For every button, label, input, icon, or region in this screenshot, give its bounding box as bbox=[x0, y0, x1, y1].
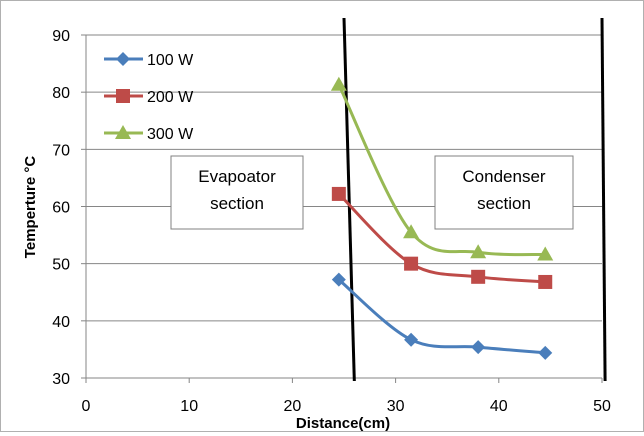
data-point-1-1 bbox=[331, 272, 346, 287]
evaporator-annotation: Evapoator section bbox=[170, 155, 304, 230]
x-tick-label-20: 20 bbox=[284, 398, 302, 415]
legend-marker-3 bbox=[115, 125, 131, 139]
y-axis-label: Temperture °C bbox=[22, 156, 39, 259]
legend-marker-2 bbox=[116, 89, 130, 103]
legend: 100 W 200 W 300 W bbox=[104, 52, 194, 143]
series-line-3 bbox=[337, 84, 546, 257]
evaporator-box bbox=[170, 155, 304, 230]
evaporator-label-line1: Evapoator bbox=[198, 167, 276, 186]
data-point-3-2 bbox=[403, 224, 420, 239]
data-point-2-4 bbox=[538, 274, 553, 289]
section-divider-2 bbox=[600, 17, 607, 382]
condenser-annotation: Condenser section bbox=[434, 155, 574, 230]
legend-label-2: 200 W bbox=[147, 89, 194, 106]
section-divider-1 bbox=[342, 17, 356, 382]
condenser-label-line1: Condenser bbox=[462, 167, 546, 186]
x-tick-label-0: 0 bbox=[82, 398, 91, 415]
series-1 bbox=[331, 272, 553, 360]
y-tick-label-50: 50 bbox=[52, 257, 70, 274]
y-tick-label-80: 80 bbox=[52, 85, 70, 102]
section-annotations: Evapoator section Condenser section bbox=[170, 155, 574, 230]
x-tick-label-10: 10 bbox=[180, 398, 198, 415]
y-tick-label-90: 90 bbox=[52, 28, 70, 45]
legend-marker-1 bbox=[116, 52, 130, 66]
data-point-3-4 bbox=[537, 246, 554, 261]
data-point-2-2 bbox=[404, 256, 419, 271]
x-tick-label-40: 40 bbox=[490, 398, 508, 415]
x-axis-label: Distance(cm) bbox=[296, 415, 390, 431]
data-point-3-3 bbox=[470, 244, 487, 259]
data-point-1-4 bbox=[538, 345, 553, 360]
x-tick-label-30: 30 bbox=[387, 398, 405, 415]
data-series bbox=[330, 76, 554, 360]
data-point-1-3 bbox=[471, 340, 486, 355]
condenser-box bbox=[434, 155, 574, 230]
series-2 bbox=[331, 186, 553, 289]
data-point-3-1 bbox=[330, 76, 347, 91]
series-3 bbox=[330, 76, 554, 261]
y-tick-label-30: 30 bbox=[52, 371, 70, 388]
x-tick-labels: 0 10 20 30 40 50 bbox=[82, 378, 611, 415]
data-point-2-3 bbox=[471, 269, 486, 284]
legend-label-3: 300 W bbox=[147, 126, 194, 143]
condenser-label-line2: section bbox=[477, 194, 531, 213]
x-tick-label-50: 50 bbox=[593, 398, 611, 415]
y-tick-labels: 30 40 50 60 70 80 90 bbox=[52, 28, 86, 388]
data-point-2-1 bbox=[331, 186, 346, 201]
data-point-1-2 bbox=[404, 332, 419, 347]
y-tick-label-70: 70 bbox=[52, 142, 70, 159]
series-line-1 bbox=[337, 278, 546, 355]
y-tick-label-40: 40 bbox=[52, 314, 70, 331]
legend-label-1: 100 W bbox=[147, 52, 194, 69]
y-tick-label-60: 60 bbox=[52, 200, 70, 217]
evaporator-label-line2: section bbox=[210, 194, 264, 213]
section-dividers bbox=[342, 17, 607, 382]
series-line-2 bbox=[337, 192, 546, 284]
